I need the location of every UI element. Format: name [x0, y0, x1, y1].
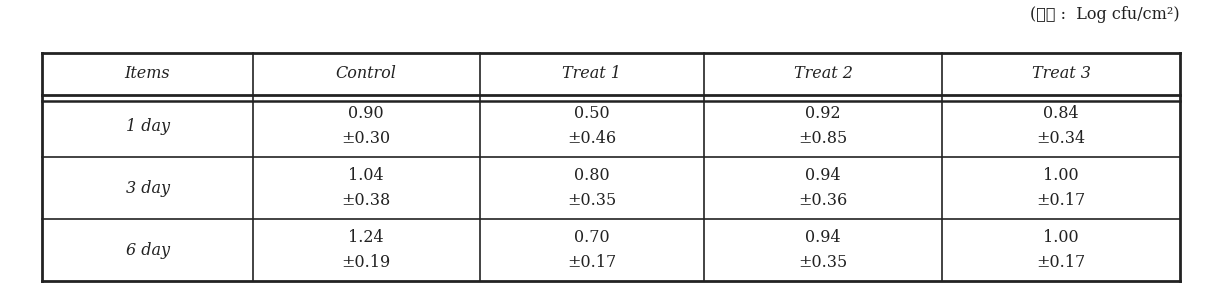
Text: 0.90: 0.90	[348, 105, 384, 122]
Text: Treat 2: Treat 2	[794, 65, 852, 82]
Text: ±0.35: ±0.35	[799, 254, 847, 271]
Text: ±0.46: ±0.46	[567, 130, 617, 147]
Text: Treat 1: Treat 1	[562, 65, 622, 82]
Text: 6 day: 6 day	[125, 242, 170, 259]
Text: 0.50: 0.50	[574, 105, 609, 122]
Text: ±0.36: ±0.36	[799, 192, 847, 209]
Text: ±0.17: ±0.17	[1037, 254, 1085, 271]
Text: 1.24: 1.24	[348, 229, 384, 246]
Text: ±0.85: ±0.85	[799, 130, 847, 147]
Text: 1 day: 1 day	[125, 117, 170, 134]
Text: 3 day: 3 day	[125, 180, 170, 197]
Text: (단위 :  Log cfu/cm²): (단위 : Log cfu/cm²)	[1031, 6, 1180, 23]
Text: ±0.35: ±0.35	[567, 192, 617, 209]
Text: 0.94: 0.94	[805, 229, 841, 246]
Text: ±0.38: ±0.38	[341, 192, 391, 209]
Text: ±0.34: ±0.34	[1037, 130, 1085, 147]
Text: ±0.30: ±0.30	[341, 130, 391, 147]
Text: Control: Control	[335, 65, 397, 82]
Text: 0.70: 0.70	[574, 229, 609, 246]
Text: 0.94: 0.94	[805, 167, 841, 184]
Text: ±0.19: ±0.19	[341, 254, 391, 271]
Text: ±0.17: ±0.17	[1037, 192, 1085, 209]
Text: ±0.17: ±0.17	[567, 254, 617, 271]
Text: 1.04: 1.04	[348, 167, 384, 184]
Text: 1.00: 1.00	[1043, 167, 1079, 184]
Text: 0.80: 0.80	[574, 167, 609, 184]
Text: 0.92: 0.92	[805, 105, 841, 122]
Text: 1.00: 1.00	[1043, 229, 1079, 246]
Text: Treat 3: Treat 3	[1032, 65, 1090, 82]
Text: 0.84: 0.84	[1043, 105, 1079, 122]
Text: Items: Items	[125, 65, 170, 82]
